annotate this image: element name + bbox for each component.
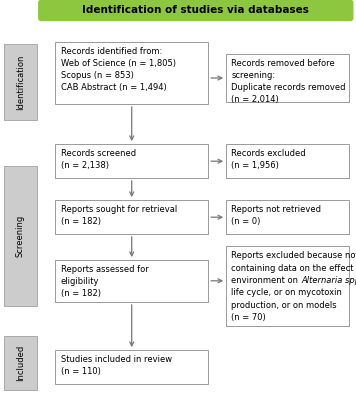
Text: Reports not retrieved
(n = 0): Reports not retrieved (n = 0)	[231, 205, 321, 226]
FancyBboxPatch shape	[55, 42, 208, 104]
Text: Records excluded
(n = 1,956): Records excluded (n = 1,956)	[231, 149, 306, 170]
FancyBboxPatch shape	[55, 350, 208, 384]
Text: life cycle, or on mycotoxin: life cycle, or on mycotoxin	[231, 288, 342, 298]
Text: Reports excluded because not: Reports excluded because not	[231, 251, 356, 260]
Text: Included: Included	[16, 345, 25, 381]
Text: Alternaria spp.: Alternaria spp.	[301, 276, 356, 285]
Text: Reports sought for retrieval
(n = 182): Reports sought for retrieval (n = 182)	[61, 205, 177, 226]
Text: Studies included in review
(n = 110): Studies included in review (n = 110)	[61, 355, 172, 376]
FancyBboxPatch shape	[226, 200, 349, 234]
Text: Identification of studies via databases: Identification of studies via databases	[82, 6, 309, 16]
Text: containing data on the effect of: containing data on the effect of	[231, 264, 356, 273]
FancyBboxPatch shape	[4, 44, 37, 120]
FancyBboxPatch shape	[55, 260, 208, 302]
Text: Records removed before
screening:
Duplicate records removed
(n = 2,014): Records removed before screening: Duplic…	[231, 59, 346, 104]
FancyBboxPatch shape	[55, 144, 208, 178]
FancyBboxPatch shape	[38, 0, 354, 21]
Text: Records identified from:
Web of Science (n = 1,805)
Scopus (n = 853)
CAB Abstrac: Records identified from: Web of Science …	[61, 47, 176, 92]
Text: production, or on models: production, or on models	[231, 301, 337, 310]
FancyBboxPatch shape	[226, 54, 349, 102]
FancyBboxPatch shape	[55, 200, 208, 234]
Text: Reports assessed for
eligibility
(n = 182): Reports assessed for eligibility (n = 18…	[61, 265, 148, 298]
Text: environment on: environment on	[231, 276, 301, 285]
FancyBboxPatch shape	[226, 144, 349, 178]
Text: Screening: Screening	[16, 215, 25, 257]
FancyBboxPatch shape	[4, 166, 37, 306]
Text: Records screened
(n = 2,138): Records screened (n = 2,138)	[61, 149, 136, 170]
FancyBboxPatch shape	[4, 336, 37, 390]
Text: (n = 70): (n = 70)	[231, 313, 266, 322]
Text: Identification: Identification	[16, 54, 25, 110]
FancyBboxPatch shape	[226, 246, 349, 326]
